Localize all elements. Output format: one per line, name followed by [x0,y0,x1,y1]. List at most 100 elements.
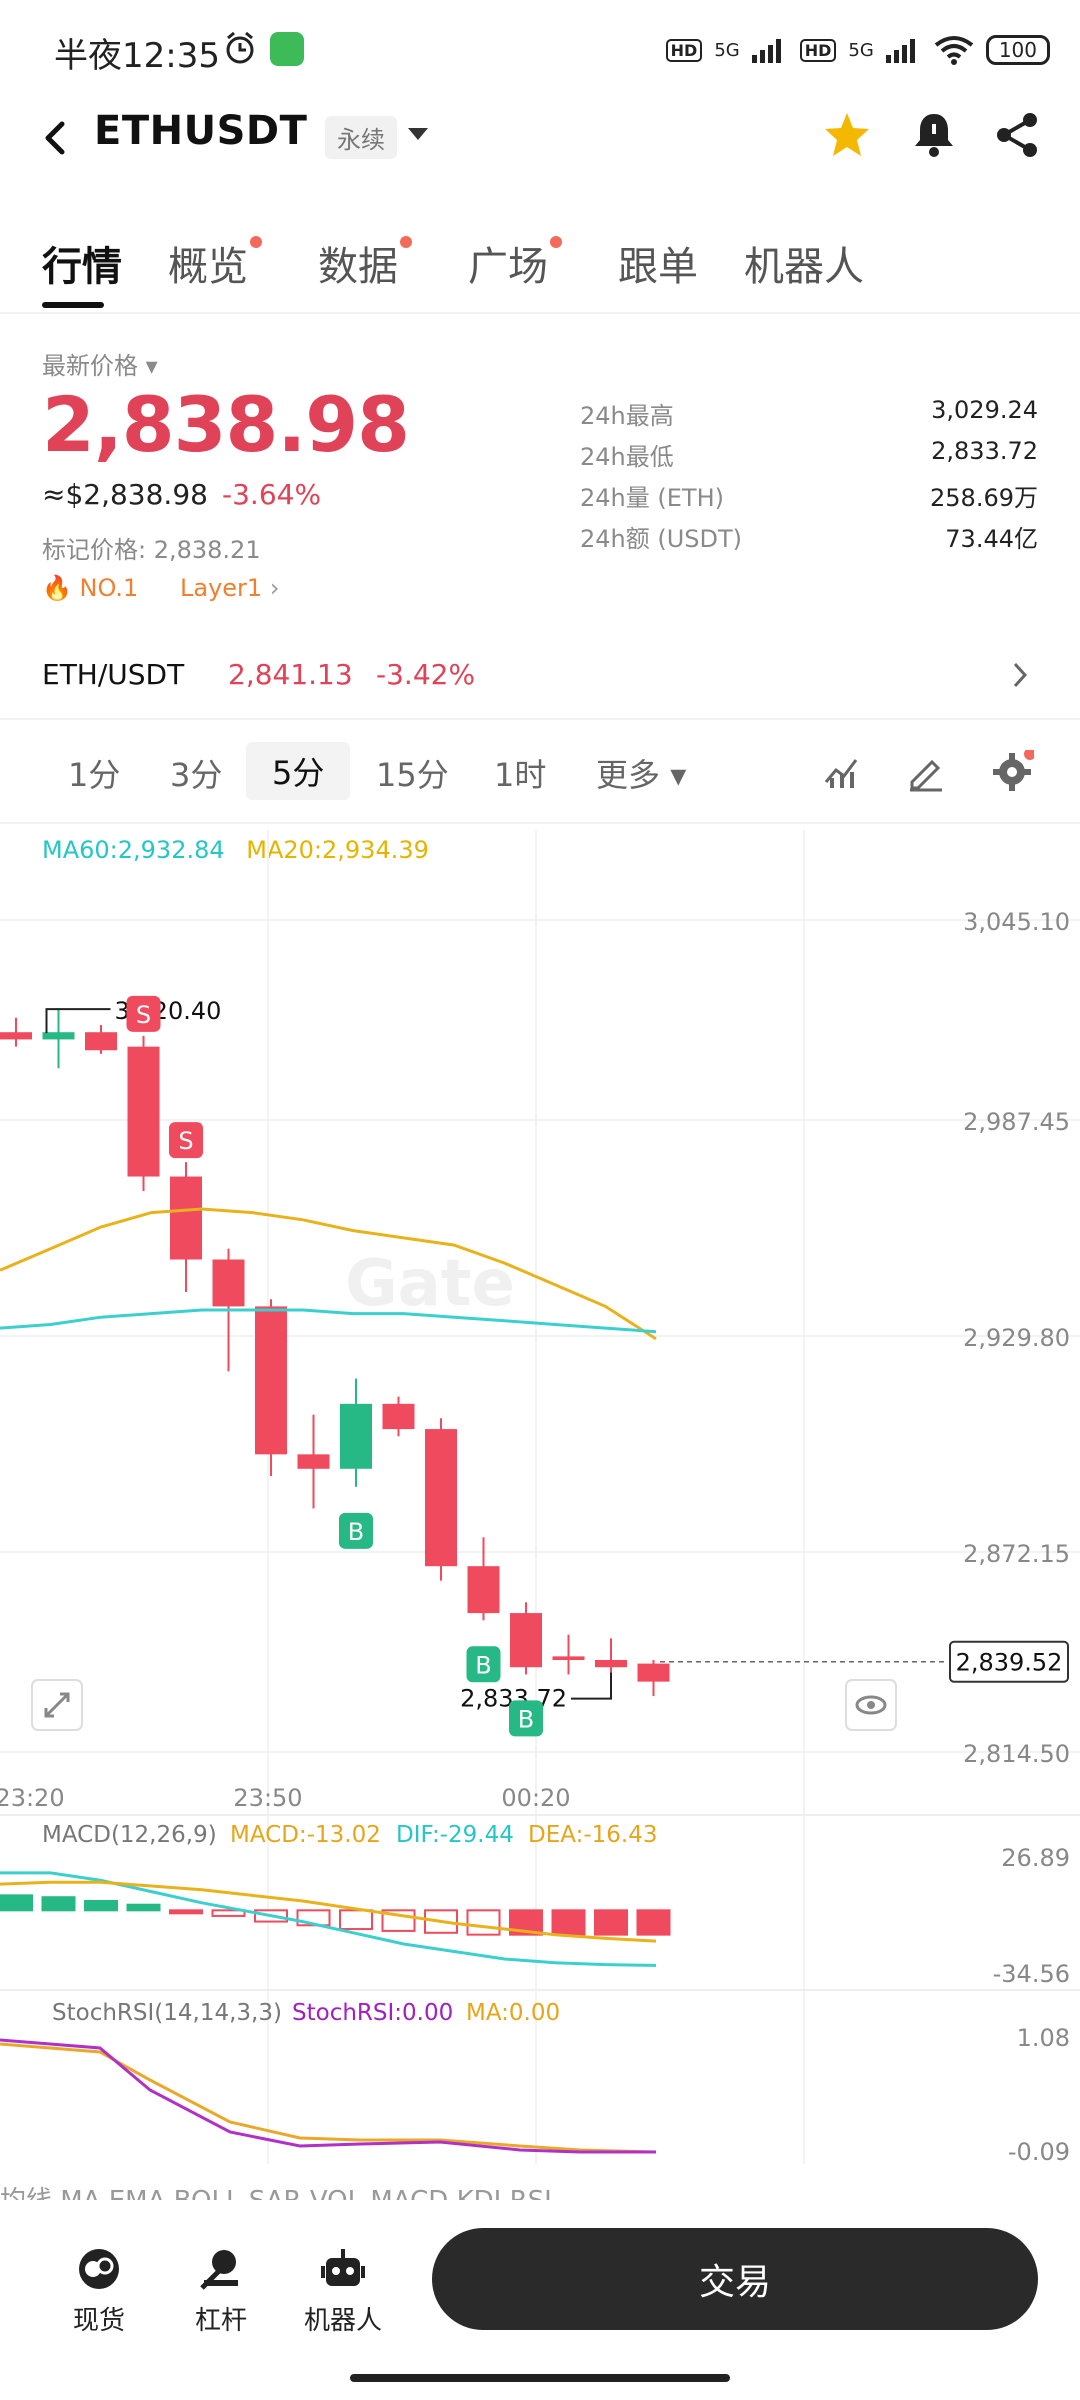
chevron-right-icon[interactable] [1010,660,1030,690]
alarm-icon [226,31,254,64]
indicator-icon[interactable] [822,752,862,792]
candle [425,1429,457,1567]
interval-1m[interactable]: 1分 [68,756,121,794]
stochrsi-bottom-label: -0.09 [1008,2138,1070,2164]
candle [637,1663,670,1682]
contract-type-badge[interactable]: 永续 [325,116,397,159]
home-indicator[interactable] [350,2374,730,2382]
price-change: -3.64% [222,478,322,511]
divider [0,718,1080,720]
signal-label-2: 5G [848,39,874,61]
candle [297,1454,330,1469]
interval-3m[interactable]: 3分 [170,756,223,794]
rank-badge[interactable]: 🔥 NO.1 [42,574,139,602]
macd-bar [169,1909,203,1915]
signal-label: 5G [714,39,740,61]
app-notification-icon [270,32,304,66]
price-alert-bell-icon[interactable] [912,110,956,160]
stat-label: 24h最高 [580,402,674,430]
interval-5m[interactable]: 5分 [246,742,351,800]
interval-15m[interactable]: 15分 [376,756,449,794]
dea-value: DEA:-16.43 [528,1822,657,1848]
x-tick-label: 23:20 [0,1784,65,1812]
trade-button[interactable]: 交易 [432,2228,1038,2330]
mark-price: 标记价格: 2,838.21 [42,536,261,564]
candle [510,1613,542,1668]
tab-overview[interactable]: 概览 [168,234,262,292]
ma60-line [0,1308,657,1334]
stochrsi-line [0,2038,656,2154]
stochrsi-top-label: 1.08 [1017,2024,1070,2052]
stat-label: 24h额 (USDT) [580,525,743,553]
leverage-icon [200,2250,238,2290]
macd-bottom-label: -34.56 [993,1960,1070,1988]
stat-value: 2,833.72 [931,437,1038,465]
macd-bar [594,1909,628,1936]
status-icons: HD 5G HD 5G 100 [665,30,1050,70]
signal-label: B [518,1705,534,1733]
chart-settings-gear-icon[interactable] [990,750,1034,794]
interval-more[interactable]: 更多 ▾ [596,756,687,794]
notification-dot [400,236,412,248]
y-tick-label: 3,045.10 [963,908,1070,936]
nav-spot[interactable]: 现货 [54,2246,144,2337]
stochrsi-value: StochRSI:0.00 [292,2000,453,2026]
macd-bar [466,1909,501,1936]
status-bar: 半夜12:35 HD 5G HD 5G 100 [0,0,1080,100]
notification-dot [250,236,262,248]
gate-watermark: Gate [345,1247,515,1321]
signal-label: S [178,1127,193,1155]
share-icon[interactable] [994,110,1040,160]
spot-pair-price: 2,841.13 [228,658,353,691]
ma20-line [0,1207,657,1341]
macd-bar [636,1909,671,1936]
price-chart[interactable]: Gate 3,045.10 2,987.45 2,929.80 2,872.15 2,81… [0,824,1080,2164]
dea-line [0,1880,657,1943]
candle [467,1566,500,1614]
signal-label: B [475,1651,491,1679]
last-price: 2,838.98 [42,380,410,469]
dif-value: DIF:-29.44 [396,1822,514,1848]
pair-symbol[interactable]: ETHUSDT [94,108,308,154]
tab-square[interactable]: 广场 [468,234,562,292]
main-tabs: 行情 概览 数据 广场 跟单 机器人 [0,220,1080,310]
macd-bar [126,1903,161,1912]
candle [42,1032,75,1040]
macd-bar [0,1894,33,1912]
favorite-star-icon[interactable] [822,110,872,160]
back-arrow-icon[interactable] [40,118,70,158]
stat-value: 3,029.24 [931,396,1038,424]
interval-1h[interactable]: 1时 [494,756,547,794]
nav-robot[interactable]: 机器人 [298,2246,388,2337]
candle [382,1403,415,1430]
high-marker [45,1008,111,1034]
macd-value: MACD:-13.02 [230,1822,381,1848]
candle [0,1032,32,1040]
stat-label: 24h量 (ETH) [580,484,724,512]
signal-label: S [136,1001,151,1029]
last-price-label[interactable]: 最新价格 ▾ [42,352,158,380]
hd-badge-2: HD [799,38,837,62]
candle [340,1403,372,1469]
tab-data[interactable]: 数据 [318,234,412,292]
stat-value: 73.44亿 [945,525,1038,553]
candle [552,1656,585,1660]
signal-label: B [348,1518,364,1546]
divider [0,312,1080,314]
stochrsi-title: StochRSI(14,14,3,3) [52,2000,282,2026]
nav-leverage[interactable]: 杠杆 [176,2246,266,2337]
y-tick-label: 2,987.45 [963,1108,1070,1136]
buy-signal [509,1700,543,1737]
y-tick-label: 2,929.80 [963,1324,1070,1352]
tab-bots[interactable]: 机器人 [744,244,864,290]
low-marker [571,1672,612,1700]
category-tag[interactable]: Layer1 › [180,574,280,602]
current-price-box [949,1640,1069,1683]
spot-pair-name[interactable]: ETH/USDT [42,658,185,691]
tab-market[interactable]: 行情 [42,244,122,290]
pair-dropdown-icon[interactable] [408,128,428,140]
tab-copy-trade[interactable]: 跟单 [618,244,698,290]
draw-tool-icon[interactable] [906,752,946,792]
eye-pupil [867,1701,875,1709]
buy-signal [466,1646,501,1683]
